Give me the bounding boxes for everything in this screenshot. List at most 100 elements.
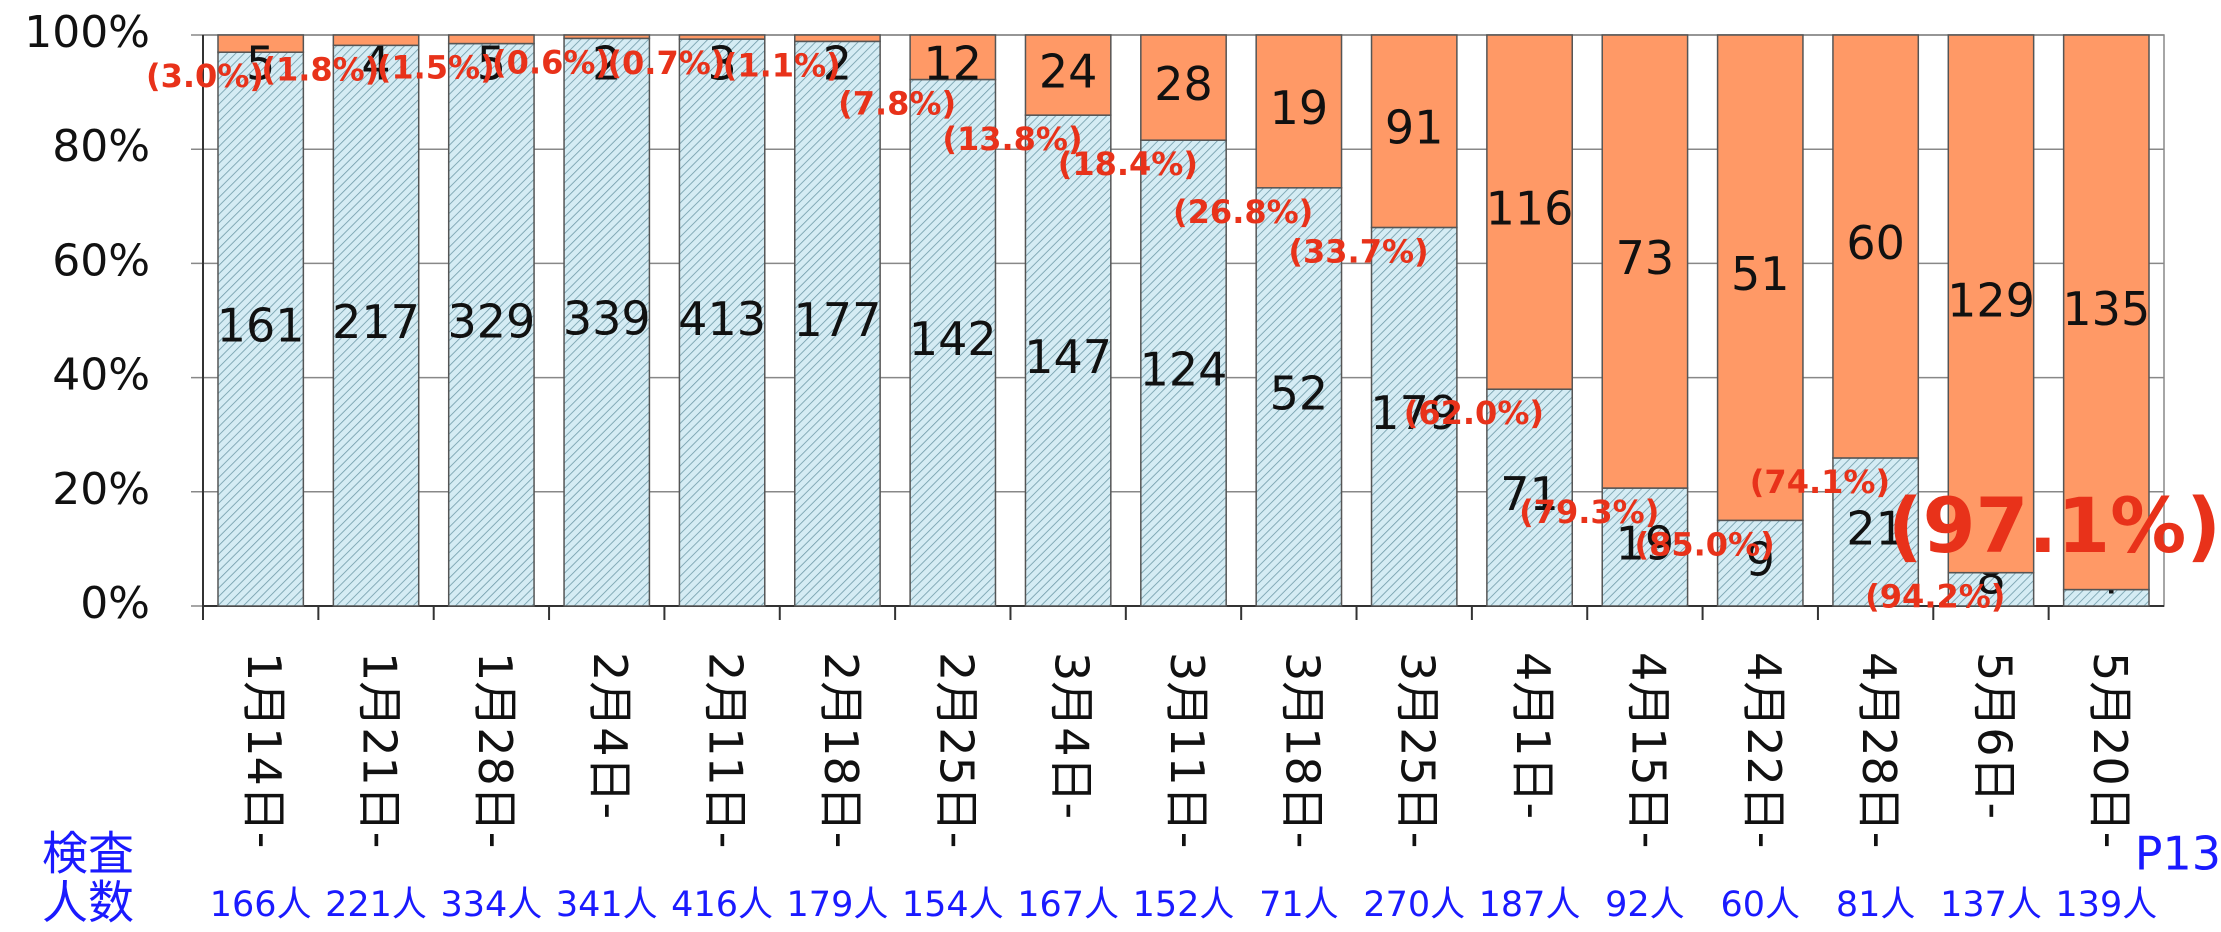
x-tick-label: 1月28日- — [468, 652, 522, 848]
y-tick-label: 60% — [52, 235, 150, 286]
percent-label: (3.0%) — [146, 57, 264, 95]
data-label: 339 — [563, 292, 651, 346]
percent-label: (13.8%) — [942, 120, 1082, 158]
bar-segment — [1486, 388, 1573, 607]
bar-segment — [1947, 34, 2035, 574]
x-tick-label: 1月21日- — [353, 652, 407, 848]
data-label: 52 — [1270, 366, 1329, 420]
total-label: 71人 — [1259, 885, 1339, 925]
bar-segment — [217, 34, 305, 53]
bar-segment — [1370, 226, 1458, 607]
data-label: 5 — [477, 37, 506, 91]
bar-segment — [678, 34, 766, 40]
x-tick-label: 4月15日- — [1621, 652, 1675, 848]
x-tick-label: 2月11日- — [699, 652, 753, 848]
data-label: 147 — [1024, 330, 1112, 384]
bar-segment — [332, 44, 420, 607]
x-tick-label: 4月28日- — [1852, 652, 1906, 848]
data-label: 135 — [2062, 282, 2150, 336]
bar-segment — [909, 34, 997, 81]
x-tick-label: 5月6日- — [1967, 652, 2021, 819]
data-label: 24 — [1039, 45, 1098, 99]
total-label: 221人 — [325, 885, 427, 925]
bar-segment — [1024, 114, 1112, 607]
bar-segment — [1716, 34, 1804, 522]
data-label: 9 — [1746, 533, 1775, 587]
bar-segment — [1486, 34, 1573, 390]
bar-segment — [1140, 139, 1227, 607]
bar-segment — [1601, 34, 1689, 489]
total-label: 81人 — [1836, 885, 1916, 925]
x-tick-label: 3月18日- — [1275, 652, 1329, 848]
percent-label: (97.1%) — [1888, 481, 2221, 570]
page-label: P13 — [2135, 827, 2221, 881]
bar-segment — [1832, 457, 1920, 607]
bar-segment — [794, 34, 881, 43]
percent-label: (94.2%) — [1865, 578, 2005, 616]
bar-segment — [217, 51, 305, 607]
data-label: 177 — [794, 293, 882, 347]
percent-label: (62.0%) — [1404, 394, 1544, 432]
x-tick-label: 1月14日- — [237, 652, 291, 848]
bar-segment — [1255, 187, 1343, 607]
x-tick-label: 2月18日- — [814, 652, 868, 848]
bar-segment — [1255, 34, 1343, 189]
percent-label: (79.3%) — [1519, 493, 1659, 531]
data-label: 71 — [1500, 467, 1559, 521]
bar-segment — [794, 40, 881, 607]
data-label: 12 — [924, 37, 983, 91]
bar-segment — [1601, 487, 1689, 607]
data-label: 4 — [361, 37, 390, 91]
data-label: 413 — [678, 292, 766, 346]
data-label: 2 — [592, 37, 621, 91]
total-label: 187人 — [1479, 885, 1581, 925]
data-label: 19 — [1616, 517, 1675, 571]
percent-label: (18.4%) — [1058, 145, 1198, 183]
percent-label: (1.5%) — [377, 49, 495, 87]
percent-label: (85.0%) — [1634, 525, 1774, 563]
bar-segment — [1024, 34, 1112, 116]
percent-label: (33.7%) — [1288, 232, 1428, 270]
total-label: 166人 — [210, 885, 312, 925]
y-tick-label: 80% — [52, 121, 150, 172]
bar-segment — [332, 34, 420, 47]
totals-label: 人数 — [42, 876, 134, 930]
bar-segment — [1716, 519, 1804, 607]
total-label: 92人 — [1605, 885, 1685, 925]
data-label: 217 — [332, 295, 420, 349]
x-tick-label: 3月4日- — [1045, 652, 1099, 819]
data-label: 3 — [707, 37, 736, 91]
x-tick-label: 5月20日- — [2083, 652, 2137, 848]
bar-segment — [563, 37, 651, 607]
data-label: 179 — [1370, 386, 1458, 440]
percent-label: (1.1%) — [723, 46, 841, 84]
x-tick-label: 2月25日- — [929, 652, 983, 848]
y-tick-label: 100% — [24, 7, 150, 58]
total-label: 137人 — [1940, 885, 2042, 925]
bar-segment — [447, 34, 535, 45]
x-tick-label: 4月22日- — [1737, 652, 1791, 848]
total-label: 167人 — [1017, 885, 1119, 925]
y-tick-label: 0% — [80, 578, 150, 629]
total-label: 416人 — [671, 885, 773, 925]
bar-segment — [678, 38, 766, 607]
total-label: 139人 — [2055, 885, 2157, 925]
x-tick-label: 2月4日- — [583, 652, 637, 819]
totals-label: 検査 — [42, 827, 134, 881]
percent-label: (0.7%) — [607, 44, 725, 82]
percent-label: (26.8%) — [1173, 193, 1313, 231]
data-label: 5 — [246, 37, 275, 91]
data-label: 51 — [1731, 247, 1790, 301]
x-tick-label: 4月1日- — [1506, 652, 1560, 819]
data-label: 329 — [447, 294, 535, 348]
data-label: 142 — [909, 312, 997, 366]
y-tick-label: 40% — [52, 350, 150, 401]
data-label: 21 — [1846, 501, 1905, 555]
bar-segment — [1832, 34, 1920, 459]
total-label: 270人 — [1363, 885, 1465, 925]
data-label: 28 — [1154, 57, 1213, 111]
x-tick-label: 3月11日- — [1160, 652, 1214, 848]
bar-segment — [447, 42, 535, 607]
total-label: 60人 — [1720, 885, 1800, 925]
